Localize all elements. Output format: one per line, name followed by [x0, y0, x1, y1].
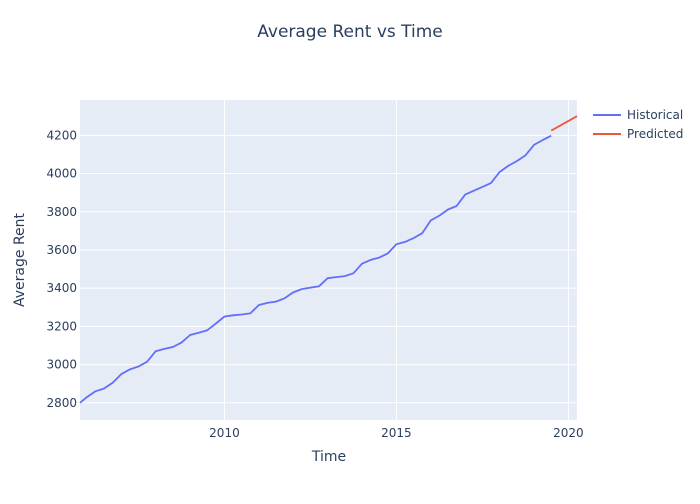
y-tick-label: 2800: [46, 396, 77, 410]
series-line-predicted: [550, 115, 578, 132]
series-line-historical: [79, 134, 552, 404]
chart-title: Average Rent vs Time: [257, 22, 443, 42]
legend[interactable]: Historical Predicted: [593, 108, 683, 141]
legend-item-historical[interactable]: Historical: [593, 108, 683, 122]
y-tick-label: 4200: [46, 128, 77, 142]
x-tick-label: 2010: [209, 426, 240, 440]
y-tick-label: 3800: [46, 205, 77, 219]
y-tick-label: 3400: [46, 281, 77, 295]
x-tick-label: 2020: [553, 426, 584, 440]
data-lines: [79, 115, 578, 404]
x-tick-labels: 2010 2015 2020: [209, 426, 583, 440]
y-tick-label: 3600: [46, 243, 77, 257]
y-tick-label: 3200: [46, 319, 77, 333]
y-tick-label: 4000: [46, 167, 77, 181]
y-tick-label: 3000: [46, 358, 77, 372]
x-axis-label: Time: [311, 449, 346, 465]
legend-label: Predicted: [627, 127, 683, 141]
legend-item-predicted[interactable]: Predicted: [593, 127, 683, 141]
y-axis-label: Average Rent: [12, 212, 28, 307]
legend-label: Historical: [627, 108, 683, 122]
grid-lines: [80, 100, 577, 420]
x-tick-label: 2015: [381, 426, 412, 440]
y-tick-labels: 2800 3000 3200 3400 3600 3800 4000 4200: [46, 128, 77, 409]
plot-area: [80, 100, 577, 420]
